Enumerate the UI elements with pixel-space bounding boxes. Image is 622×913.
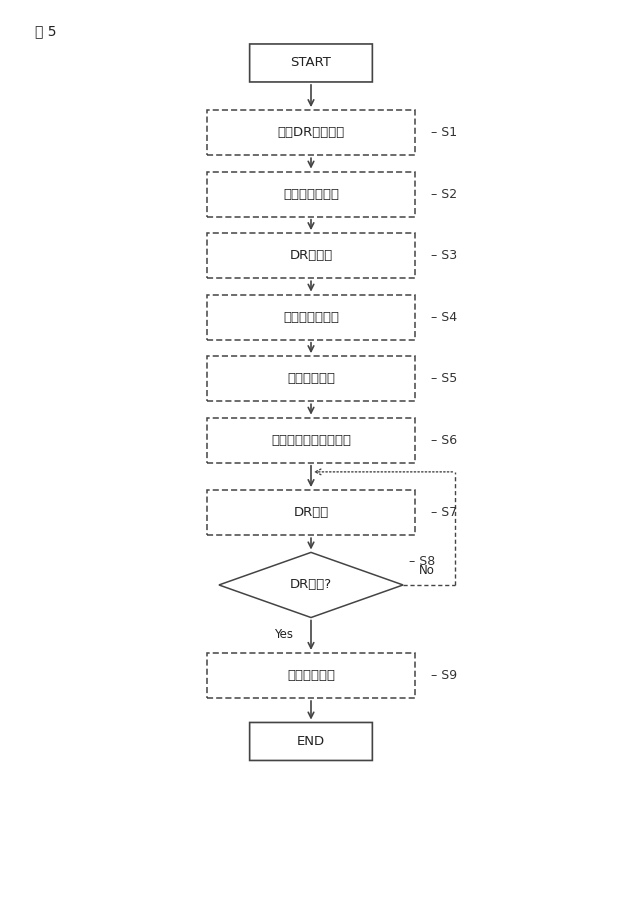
Bar	[207, 653, 415, 698]
Text: START: START	[290, 57, 332, 69]
Text: Yes: Yes	[274, 628, 293, 642]
FancyBboxPatch shape	[249, 722, 373, 761]
Text: – S7: – S7	[430, 506, 457, 519]
Bar	[207, 172, 415, 216]
Text: デマンド予測: デマンド予測	[287, 373, 335, 385]
Text: – S8: – S8	[409, 555, 435, 568]
Text: – S1: – S1	[430, 126, 457, 139]
Text: DR受付?: DR受付?	[290, 579, 332, 592]
Bar	[207, 356, 415, 402]
Bar	[207, 110, 415, 155]
Polygon shape	[219, 552, 403, 617]
Text: – S5: – S5	[430, 373, 457, 385]
Bar	[207, 490, 415, 535]
Text: – S2: – S2	[430, 188, 457, 201]
Text: – S6: – S6	[430, 434, 457, 446]
Text: 削減可能量指定: 削減可能量指定	[283, 188, 339, 201]
Bar	[207, 295, 415, 340]
Text: DR受付: DR受付	[294, 506, 328, 519]
Bar	[207, 417, 415, 463]
Text: 運転計画実行: 運転計画実行	[287, 669, 335, 682]
Text: DR定式化: DR定式化	[289, 249, 333, 262]
Text: No: No	[419, 564, 434, 577]
Text: – S9: – S9	[430, 669, 457, 682]
Text: 図 5: 図 5	[35, 24, 57, 38]
Bar	[207, 233, 415, 278]
Text: – S4: – S4	[430, 310, 457, 324]
Text: 気象データ受信: 気象データ受信	[283, 310, 339, 324]
Text: END: END	[297, 735, 325, 748]
FancyBboxPatch shape	[249, 44, 373, 82]
Text: 仮惽DR条件設定: 仮惽DR条件設定	[277, 126, 345, 139]
Text: – S3: – S3	[430, 249, 457, 262]
Text: 最適スケジュール算出: 最適スケジュール算出	[271, 434, 351, 446]
